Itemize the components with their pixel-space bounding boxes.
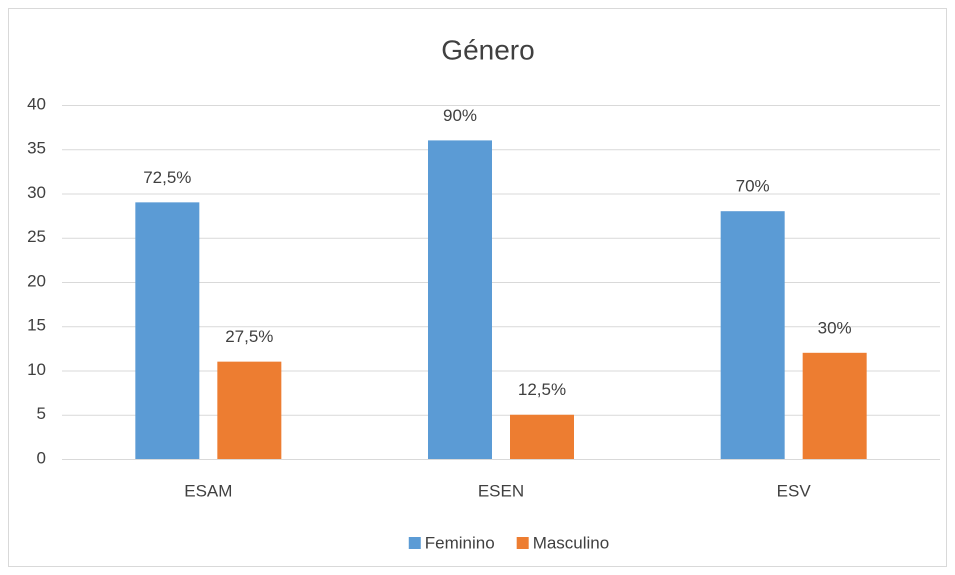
legend-swatch xyxy=(516,537,529,549)
bar xyxy=(720,211,785,459)
data-label: 27,5% xyxy=(225,327,273,346)
chart-title: Género xyxy=(441,34,534,65)
legend-swatch xyxy=(408,537,421,549)
y-tick-label: 25 xyxy=(27,227,46,246)
y-tick-label: 15 xyxy=(27,316,46,335)
x-tick-label: ESV xyxy=(777,481,812,500)
y-tick-label: 10 xyxy=(27,360,46,379)
bar xyxy=(135,202,200,459)
data-label: 70% xyxy=(736,177,770,196)
legend-label: Feminino xyxy=(425,533,495,552)
data-label: 30% xyxy=(818,318,852,337)
x-tick-label: ESEN xyxy=(478,481,524,500)
data-label: 12,5% xyxy=(518,380,566,399)
bar xyxy=(217,361,282,459)
y-tick-label: 20 xyxy=(27,271,46,290)
y-tick-label: 30 xyxy=(27,183,46,202)
legend-label: Masculino xyxy=(533,533,610,552)
y-tick-label: 40 xyxy=(27,94,46,113)
bar xyxy=(802,352,867,459)
y-tick-label: 35 xyxy=(27,139,46,158)
data-label: 72,5% xyxy=(143,168,191,187)
y-tick-label: 0 xyxy=(37,448,46,467)
bar xyxy=(428,140,492,459)
bar xyxy=(510,414,574,459)
y-tick-label: 5 xyxy=(37,404,46,423)
x-tick-label: ESAM xyxy=(184,481,232,500)
data-label: 90% xyxy=(443,106,477,125)
